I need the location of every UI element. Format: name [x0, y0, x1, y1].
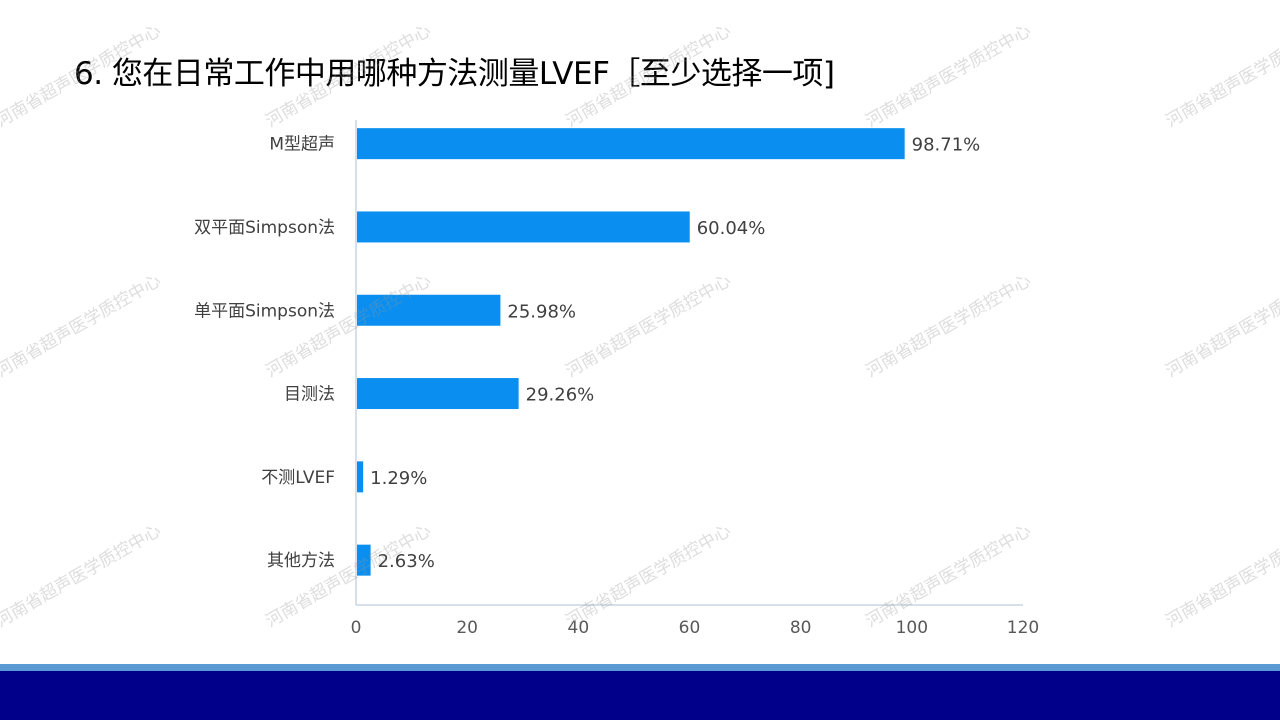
- x-tick-label-5: 100: [896, 618, 928, 638]
- data-label-2: 25.98%: [507, 301, 576, 322]
- x-tick-labels: 0 20 40 60 80 100 120: [351, 618, 1040, 638]
- x-tick-label-3: 60: [679, 618, 701, 638]
- slide-title: 6. 您在日常工作中用哪种方法测量LVEF［至少选择一项]: [74, 56, 835, 92]
- x-tick-label-1: 20: [456, 618, 478, 638]
- category-label-5: 其他方法: [267, 551, 335, 571]
- bar-0: [357, 128, 905, 160]
- x-tick-label-2: 40: [568, 618, 590, 638]
- data-label-0: 98.71%: [912, 135, 981, 156]
- category-label-0: M型超声: [269, 135, 335, 155]
- category-label-4: 不测LVEF: [261, 468, 335, 488]
- x-tick-label-0: 0: [351, 618, 362, 638]
- data-label-3: 29.26%: [526, 385, 595, 406]
- footer-bar: [0, 671, 1280, 720]
- category-label-1: 双平面Simpson法: [194, 218, 335, 238]
- bar-1: [357, 211, 690, 243]
- bar-2: [357, 294, 501, 326]
- data-label-4: 1.29%: [370, 468, 427, 489]
- category-label-2: 单平面Simpson法: [194, 301, 335, 321]
- data-label-5: 2.63%: [378, 551, 435, 572]
- data-label-1: 60.04%: [697, 218, 766, 239]
- bars-group: [357, 128, 905, 576]
- data-labels: 98.71% 60.04% 25.98% 29.26% 1.29% 2.63%: [370, 135, 980, 573]
- footer-accent-bar: [0, 664, 1280, 671]
- bar-chart: M型超声双平面Simpson法单平面Simpson法目测法不测LVEF其他方法 …: [194, 120, 1040, 638]
- category-label-3: 目测法: [284, 385, 335, 405]
- x-tick-label-4: 80: [790, 618, 812, 638]
- x-tick-label-6: 120: [1007, 618, 1039, 638]
- bar-3: [357, 378, 519, 410]
- bar-4: [357, 461, 364, 493]
- bar-5: [357, 544, 371, 576]
